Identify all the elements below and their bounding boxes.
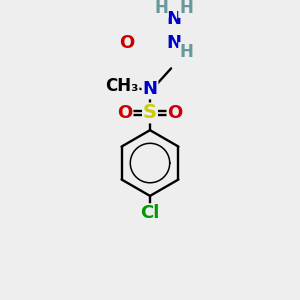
Text: S: S <box>143 103 157 122</box>
Text: H: H <box>154 0 168 17</box>
Text: O: O <box>117 104 133 122</box>
Text: O: O <box>119 34 134 52</box>
Text: O: O <box>167 104 183 122</box>
Text: H: H <box>179 43 193 61</box>
Text: N: N <box>166 10 181 28</box>
Text: H: H <box>179 0 193 17</box>
Text: CH₃: CH₃ <box>105 77 139 95</box>
Text: N: N <box>142 80 158 98</box>
Text: N: N <box>166 34 181 52</box>
Text: Cl: Cl <box>140 204 160 222</box>
